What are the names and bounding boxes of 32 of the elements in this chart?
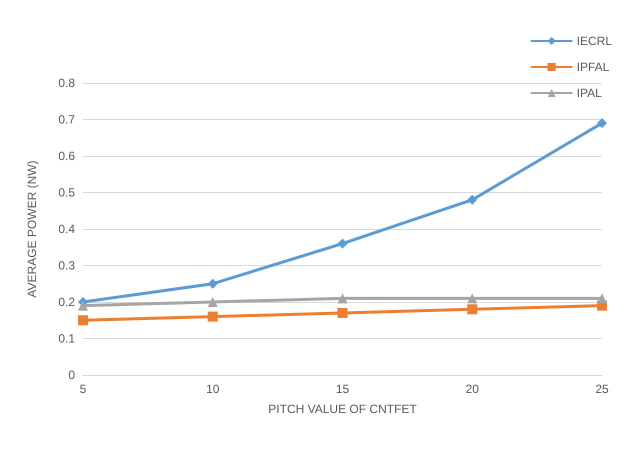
y-tick-label: 0.1 [58, 332, 76, 346]
point [467, 194, 478, 205]
y-tick-label: 0.4 [58, 222, 76, 236]
point [338, 238, 348, 249]
x-tick-label: 25 [595, 382, 609, 396]
y-axis-title: AVERAGE POWER (NW) [25, 160, 39, 298]
point [597, 118, 607, 128]
x-tick-label: 15 [336, 382, 350, 396]
point [78, 315, 88, 326]
y-tick-label: 0.7 [58, 112, 76, 126]
y-tick-label: 0.5 [58, 186, 76, 200]
point [338, 308, 348, 318]
legend-label: IPFAL [576, 60, 610, 74]
legend-label: IECRL [576, 34, 612, 48]
y-tick-label: 0.6 [58, 149, 76, 163]
point [467, 293, 478, 304]
y-tick-label: 0.2 [58, 295, 76, 309]
x-tick-label: 20 [466, 382, 480, 396]
point [208, 278, 218, 289]
point [78, 300, 88, 311]
legend-label: IPAL [576, 86, 602, 100]
y-tick-label: 0.3 [58, 258, 76, 272]
x-tick-label: 10 [206, 382, 220, 396]
x-tick-label: 5 [80, 382, 87, 396]
point [597, 293, 607, 304]
point [208, 297, 218, 307]
point [208, 312, 218, 322]
point [338, 293, 348, 304]
x-axis-title: PITCH VALUE OF CNTFET [268, 402, 418, 416]
y-tick-label: 0 [68, 368, 76, 382]
point [467, 304, 478, 314]
y-tick-label: 0.8 [58, 76, 76, 90]
